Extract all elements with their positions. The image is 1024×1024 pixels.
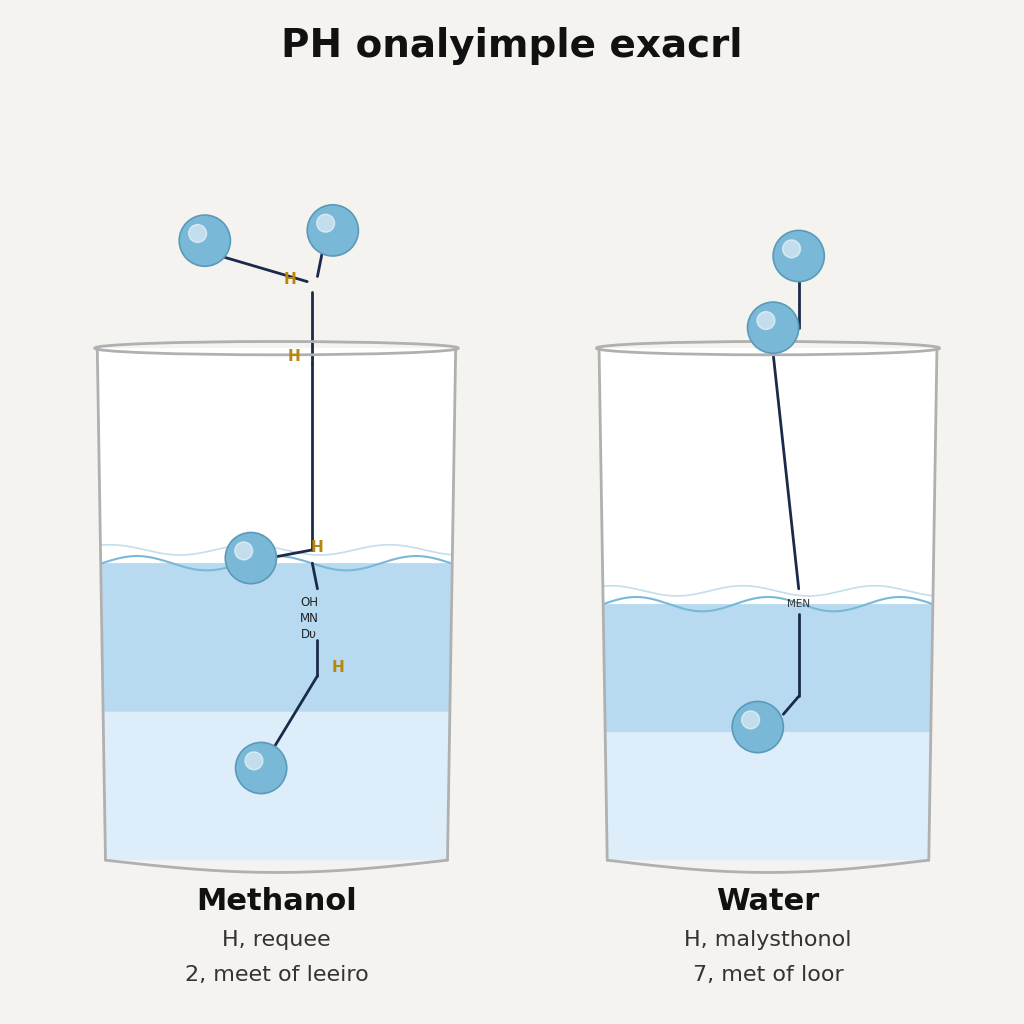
Text: H: H (332, 660, 344, 675)
Text: PH onalyimple exacrl: PH onalyimple exacrl (282, 27, 742, 66)
Circle shape (741, 711, 760, 729)
Circle shape (188, 224, 207, 243)
Text: 7, met of loor: 7, met of loor (692, 965, 844, 985)
Text: MN: MN (300, 612, 318, 625)
Circle shape (307, 205, 358, 256)
Circle shape (782, 240, 801, 258)
Circle shape (757, 311, 775, 330)
Text: Water: Water (717, 887, 819, 915)
Polygon shape (603, 604, 933, 860)
Circle shape (234, 542, 253, 560)
Polygon shape (603, 604, 933, 732)
Circle shape (236, 742, 287, 794)
Text: H: H (284, 272, 296, 287)
Polygon shape (102, 563, 451, 860)
Polygon shape (102, 563, 451, 712)
Text: H, malysthonol: H, malysthonol (684, 930, 852, 950)
Circle shape (245, 752, 263, 770)
Circle shape (225, 532, 276, 584)
Circle shape (316, 214, 335, 232)
Polygon shape (97, 348, 456, 860)
Text: OH: OH (300, 596, 318, 608)
Text: Dυ: Dυ (301, 629, 317, 641)
Circle shape (773, 230, 824, 282)
Circle shape (748, 302, 799, 353)
Polygon shape (599, 348, 937, 860)
Circle shape (179, 215, 230, 266)
Circle shape (732, 701, 783, 753)
Text: H: H (311, 541, 324, 555)
Text: MEN: MEN (787, 599, 810, 609)
Text: H, requee: H, requee (222, 930, 331, 950)
Text: Methanol: Methanol (197, 887, 356, 915)
Text: 2, meet of leeiro: 2, meet of leeiro (184, 965, 369, 985)
Text: H: H (288, 349, 300, 364)
